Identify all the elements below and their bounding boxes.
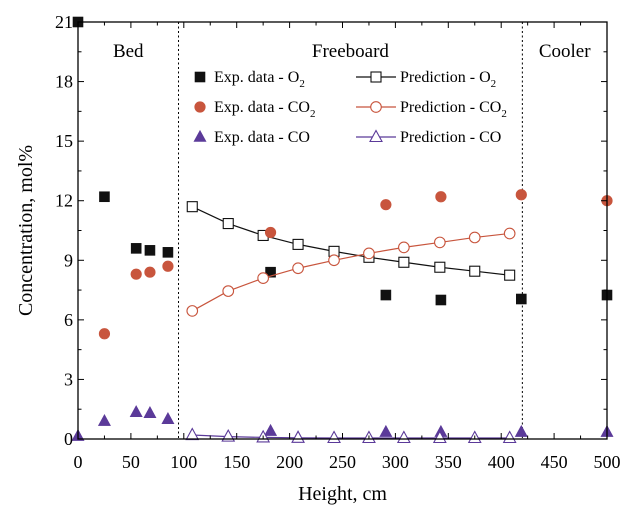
x-tick-label: 50 xyxy=(122,452,140,472)
legend-label: Exp. data - CO xyxy=(214,129,310,146)
data-point xyxy=(363,247,375,260)
y-tick-label: 0 xyxy=(64,429,73,449)
series-line xyxy=(192,434,510,439)
x-tick-label: 350 xyxy=(435,452,462,472)
data-point xyxy=(502,430,517,444)
region-label: Cooler xyxy=(539,41,591,62)
data-point xyxy=(503,227,516,240)
data-point xyxy=(398,241,410,254)
plot-area-frame xyxy=(77,21,608,440)
x-tick-label: 300 xyxy=(382,452,409,472)
data-point xyxy=(328,254,340,267)
axis-ticks: 0 50 100 150 200 250 300 350 400 450 500 0 3 6 9 12 15 18… xyxy=(55,12,621,472)
data-point xyxy=(327,430,341,444)
legend-label: Prediction - O2 xyxy=(400,69,496,90)
data-point xyxy=(264,423,278,436)
legend-label: Prediction - CO2 xyxy=(400,99,507,120)
region-layer: Bed Freeboard Cooler xyxy=(113,22,591,439)
series-1 xyxy=(186,201,516,281)
x-tick-label: 150 xyxy=(223,452,250,472)
data-point xyxy=(469,265,481,277)
legend-entry: Exp. data - O2 Prediction - O2 xyxy=(194,69,496,90)
data-point xyxy=(264,226,277,239)
data-point xyxy=(396,430,411,444)
data-point xyxy=(129,405,143,417)
data-point xyxy=(130,268,142,280)
data-point xyxy=(98,328,111,340)
x-tick-label: 200 xyxy=(276,452,303,472)
legend-entry: Exp. data - CO2 Prediction - CO2 xyxy=(194,99,507,120)
data-point xyxy=(468,231,481,244)
legend-marker xyxy=(194,101,206,113)
data-point xyxy=(435,191,447,203)
data-point xyxy=(162,247,174,258)
data-point xyxy=(433,236,446,249)
data-point xyxy=(432,430,447,444)
data-point xyxy=(130,243,142,254)
y-tick-label: 21 xyxy=(55,12,73,32)
data-point xyxy=(222,285,235,297)
x-tick-label: 450 xyxy=(541,452,568,472)
data-point xyxy=(379,424,393,437)
y-tick-label: 3 xyxy=(64,369,73,389)
series-2 xyxy=(98,189,613,340)
data-point xyxy=(435,294,447,306)
x-tick-label: 250 xyxy=(329,452,356,472)
region-label: Bed xyxy=(113,41,144,62)
legend-marker xyxy=(194,71,206,83)
data-point xyxy=(162,260,174,272)
legend-label: Exp. data - O2 xyxy=(214,69,305,90)
data-point xyxy=(434,261,446,273)
x-tick-label: 500 xyxy=(594,452,621,472)
data-point xyxy=(504,269,516,281)
legend-marker-open xyxy=(369,129,383,143)
y-axis-label: Concentration, mol% xyxy=(15,145,37,316)
series-line xyxy=(191,232,510,312)
series-5 xyxy=(185,427,517,444)
data-point xyxy=(186,201,198,213)
data-point xyxy=(144,266,156,278)
legend-marker-open xyxy=(370,71,382,83)
data-point xyxy=(161,412,175,424)
legend-entry: Exp. data - CO Prediction - CO xyxy=(193,129,501,146)
data-point xyxy=(186,305,199,317)
data-point xyxy=(265,266,276,278)
data-point xyxy=(292,238,304,250)
data-point xyxy=(144,245,156,256)
data-point xyxy=(222,218,234,230)
x-tick-label: 400 xyxy=(488,452,515,472)
data-point xyxy=(99,191,110,203)
data-point xyxy=(185,427,200,441)
y-tick-label: 15 xyxy=(55,131,73,151)
data-point xyxy=(292,262,304,275)
x-tick-label: 100 xyxy=(170,452,197,472)
y-tick-label: 18 xyxy=(55,72,73,92)
legend-label: Prediction - CO xyxy=(400,129,501,146)
legend-marker xyxy=(193,129,207,142)
legend-marker-open xyxy=(370,101,382,113)
data-point xyxy=(515,189,527,201)
data-point xyxy=(514,424,528,437)
legend-label: Exp. data - CO2 xyxy=(214,99,315,120)
y-tick-label: 6 xyxy=(64,310,73,330)
data-point xyxy=(380,199,392,211)
data-point xyxy=(97,414,111,426)
series-line xyxy=(192,206,510,276)
x-tick-label: 0 xyxy=(74,452,83,472)
series-layer xyxy=(71,16,614,444)
series-3 xyxy=(186,227,516,317)
x-axis-label: Height, cm xyxy=(298,483,387,505)
data-point xyxy=(143,406,157,418)
data-point xyxy=(291,430,305,443)
data-point xyxy=(380,289,392,301)
data-point xyxy=(516,293,527,305)
y-tick-label: 12 xyxy=(55,191,73,211)
data-point xyxy=(398,256,410,268)
data-point xyxy=(257,272,270,285)
region-label: Freeboard xyxy=(312,41,390,62)
y-tick-label: 9 xyxy=(64,250,73,270)
